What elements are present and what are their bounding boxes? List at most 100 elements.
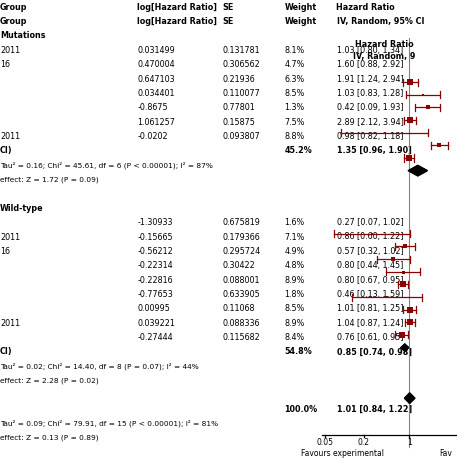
Text: 8.8%: 8.8% bbox=[284, 132, 305, 141]
Text: 2011: 2011 bbox=[0, 233, 20, 241]
Text: 0.2: 0.2 bbox=[358, 438, 370, 447]
Text: 0.85 [0.74, 0.98]: 0.85 [0.74, 0.98] bbox=[337, 347, 411, 356]
Text: 7.5%: 7.5% bbox=[284, 118, 305, 127]
Text: 0.131781: 0.131781 bbox=[223, 46, 260, 55]
Text: SE: SE bbox=[223, 17, 234, 26]
Text: 1.8%: 1.8% bbox=[284, 290, 305, 299]
Text: 100.0%: 100.0% bbox=[284, 405, 318, 414]
Text: 8.9%: 8.9% bbox=[284, 319, 305, 328]
Text: 1.35 [0.96, 1.90]: 1.35 [0.96, 1.90] bbox=[337, 146, 411, 155]
Polygon shape bbox=[404, 393, 415, 403]
Text: Mutations: Mutations bbox=[0, 31, 46, 40]
Text: -1.30933: -1.30933 bbox=[137, 218, 173, 227]
Text: 2011: 2011 bbox=[0, 46, 20, 55]
Text: -0.22816: -0.22816 bbox=[137, 275, 173, 284]
Text: SE: SE bbox=[223, 3, 234, 12]
Text: 0.80 [0.44, 1.45]: 0.80 [0.44, 1.45] bbox=[337, 261, 403, 270]
Text: 8.1%: 8.1% bbox=[284, 46, 305, 55]
Text: 1.01 [0.81, 1.25]: 1.01 [0.81, 1.25] bbox=[337, 304, 403, 313]
Text: 0.088336: 0.088336 bbox=[223, 319, 260, 328]
Text: 0.115682: 0.115682 bbox=[223, 333, 261, 342]
Polygon shape bbox=[401, 344, 409, 351]
Text: 0.05: 0.05 bbox=[316, 438, 333, 447]
Text: Tau² = 0.09; Chi² = 79.91, df = 15 (P < 0.00001); I² = 81%: Tau² = 0.09; Chi² = 79.91, df = 15 (P < … bbox=[0, 420, 218, 428]
Text: CI): CI) bbox=[0, 347, 13, 356]
Text: 0.42 [0.09, 1.93]: 0.42 [0.09, 1.93] bbox=[337, 103, 403, 112]
Text: Wild-type: Wild-type bbox=[0, 204, 44, 213]
Text: 1.01 [0.84, 1.22]: 1.01 [0.84, 1.22] bbox=[337, 405, 412, 414]
Text: 0.633905: 0.633905 bbox=[223, 290, 261, 299]
Text: 45.2%: 45.2% bbox=[284, 146, 312, 155]
Text: -0.56212: -0.56212 bbox=[137, 247, 173, 256]
Text: 0.039221: 0.039221 bbox=[137, 319, 175, 328]
Text: effect: Z = 2.28 (P = 0.02): effect: Z = 2.28 (P = 0.02) bbox=[0, 377, 99, 384]
Text: 1.91 [1.24, 2.94]: 1.91 [1.24, 2.94] bbox=[337, 74, 403, 83]
Text: 0.647103: 0.647103 bbox=[137, 74, 175, 83]
Text: 0.76 [0.61, 0.95]: 0.76 [0.61, 0.95] bbox=[337, 333, 403, 342]
Text: IV, Random, 95% CI: IV, Random, 95% CI bbox=[337, 17, 424, 26]
Text: 0.088001: 0.088001 bbox=[223, 275, 260, 284]
Text: 0.77801: 0.77801 bbox=[223, 103, 255, 112]
Text: 0.27 [0.07, 1.02]: 0.27 [0.07, 1.02] bbox=[337, 218, 403, 227]
Text: 4.7%: 4.7% bbox=[284, 60, 305, 69]
Text: 0.295724: 0.295724 bbox=[223, 247, 261, 256]
Text: 0.15875: 0.15875 bbox=[223, 118, 255, 127]
Text: 0.80 [0.67, 0.95]: 0.80 [0.67, 0.95] bbox=[337, 275, 403, 284]
Text: effect: Z = 0.13 (P = 0.89): effect: Z = 0.13 (P = 0.89) bbox=[0, 435, 99, 441]
Text: log[Hazard Ratio]: log[Hazard Ratio] bbox=[137, 17, 218, 26]
Text: -0.22314: -0.22314 bbox=[137, 261, 173, 270]
Text: 0.110077: 0.110077 bbox=[223, 89, 261, 98]
Text: Hazard Ratio: Hazard Ratio bbox=[336, 3, 394, 12]
Text: 0.86 [0.60, 1.22]: 0.86 [0.60, 1.22] bbox=[337, 233, 403, 241]
Text: log[Hazard Ratio]: log[Hazard Ratio] bbox=[137, 3, 218, 12]
Text: Hazard Ratio: Hazard Ratio bbox=[355, 40, 413, 49]
Text: -0.27444: -0.27444 bbox=[137, 333, 173, 342]
Text: 6.3%: 6.3% bbox=[284, 74, 305, 83]
Text: 0.034401: 0.034401 bbox=[137, 89, 175, 98]
Text: 0.11068: 0.11068 bbox=[223, 304, 255, 313]
Text: 1.6%: 1.6% bbox=[284, 218, 305, 227]
Text: Group: Group bbox=[0, 17, 27, 26]
Text: 1.60 [0.88, 2.92]: 1.60 [0.88, 2.92] bbox=[337, 60, 403, 69]
Text: 7.1%: 7.1% bbox=[284, 233, 305, 241]
Text: 8.5%: 8.5% bbox=[284, 89, 305, 98]
Text: 8.5%: 8.5% bbox=[284, 304, 305, 313]
Text: 2011: 2011 bbox=[0, 319, 20, 328]
Text: 16: 16 bbox=[0, 60, 10, 69]
Text: 1.3%: 1.3% bbox=[284, 103, 305, 112]
Text: 54.8%: 54.8% bbox=[284, 347, 312, 356]
Text: 16: 16 bbox=[0, 247, 10, 256]
Text: 0.98 [0.82, 1.18]: 0.98 [0.82, 1.18] bbox=[337, 132, 403, 141]
Text: 4.9%: 4.9% bbox=[284, 247, 305, 256]
Text: -0.77653: -0.77653 bbox=[137, 290, 173, 299]
Text: Tau² = 0.16; Chi² = 45.61, df = 6 (P < 0.00001); I² = 87%: Tau² = 0.16; Chi² = 45.61, df = 6 (P < 0… bbox=[0, 162, 213, 169]
Text: -0.0202: -0.0202 bbox=[137, 132, 168, 141]
Text: 0.031499: 0.031499 bbox=[137, 46, 175, 55]
Text: 2.89 [2.12, 3.94]: 2.89 [2.12, 3.94] bbox=[337, 118, 403, 127]
Text: 1.061257: 1.061257 bbox=[137, 118, 175, 127]
Text: Favours experimental: Favours experimental bbox=[301, 449, 384, 458]
Text: Weight: Weight bbox=[284, 3, 317, 12]
Text: 0.093807: 0.093807 bbox=[223, 132, 261, 141]
Text: 8.9%: 8.9% bbox=[284, 275, 305, 284]
Text: -0.8675: -0.8675 bbox=[137, 103, 168, 112]
Text: 0.675819: 0.675819 bbox=[223, 218, 261, 227]
Text: 0.57 [0.32, 1.02]: 0.57 [0.32, 1.02] bbox=[337, 247, 403, 256]
Text: 0.306562: 0.306562 bbox=[223, 60, 261, 69]
Text: 1.04 [0.87, 1.24]: 1.04 [0.87, 1.24] bbox=[337, 319, 403, 328]
Text: 1.03 [0.80, 1.34]: 1.03 [0.80, 1.34] bbox=[337, 46, 403, 55]
Text: 1: 1 bbox=[407, 438, 412, 447]
Text: 0.46 [0.13, 1.59]: 0.46 [0.13, 1.59] bbox=[337, 290, 403, 299]
Text: 0.21936: 0.21936 bbox=[223, 74, 255, 83]
Text: 2011: 2011 bbox=[0, 132, 20, 141]
Text: Weight: Weight bbox=[284, 17, 317, 26]
Text: 0.30422: 0.30422 bbox=[223, 261, 255, 270]
Text: 0.470004: 0.470004 bbox=[137, 60, 175, 69]
Text: 4.8%: 4.8% bbox=[284, 261, 305, 270]
Text: 1.03 [0.83, 1.28]: 1.03 [0.83, 1.28] bbox=[337, 89, 403, 98]
Text: Fav: Fav bbox=[439, 449, 452, 458]
Text: CI): CI) bbox=[0, 146, 13, 155]
Text: effect: Z = 1.72 (P = 0.09): effect: Z = 1.72 (P = 0.09) bbox=[0, 176, 99, 183]
Text: Group: Group bbox=[0, 3, 27, 12]
Text: 0.00995: 0.00995 bbox=[137, 304, 170, 313]
